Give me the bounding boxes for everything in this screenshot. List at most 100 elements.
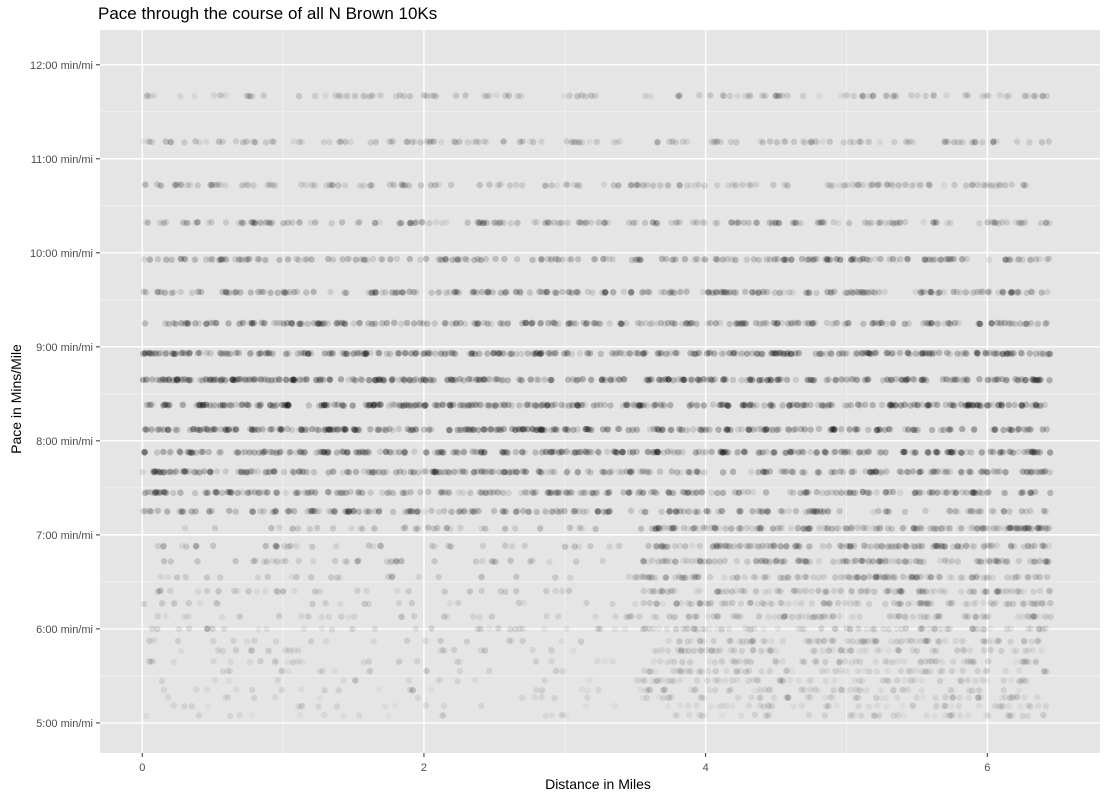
data-point	[519, 637, 526, 645]
data-point	[760, 289, 767, 296]
data-point	[657, 182, 664, 189]
data-point	[207, 319, 214, 326]
data-point	[609, 288, 617, 296]
data-point	[970, 600, 977, 608]
data-point	[901, 613, 909, 620]
data-point	[1005, 256, 1012, 263]
data-point	[600, 255, 607, 263]
data-point	[213, 489, 220, 496]
data-point	[836, 613, 843, 620]
data-point	[755, 613, 763, 620]
data-point	[410, 320, 418, 327]
data-point	[928, 289, 935, 296]
data-point	[958, 449, 965, 456]
data-point	[1013, 588, 1020, 596]
data-point	[456, 289, 463, 296]
data-point	[162, 376, 169, 383]
data-point	[217, 448, 224, 456]
data-point	[318, 625, 326, 632]
data-point	[286, 647, 294, 654]
data-point	[262, 588, 269, 595]
data-point	[216, 256, 223, 263]
data-point	[795, 350, 802, 357]
data-point	[342, 489, 349, 497]
data-point	[828, 289, 835, 296]
data-point	[707, 319, 714, 327]
data-point	[826, 138, 833, 145]
data-point	[632, 256, 640, 263]
data-point	[687, 376, 694, 384]
data-point	[222, 219, 230, 226]
data-point	[733, 139, 740, 146]
data-point	[601, 219, 608, 226]
data-point	[786, 289, 793, 296]
data-point	[865, 448, 873, 455]
data-point	[548, 256, 555, 263]
data-point	[723, 289, 731, 296]
data-point	[442, 256, 449, 264]
data-point	[927, 349, 934, 357]
data-point	[956, 525, 964, 532]
data-point	[752, 574, 760, 581]
data-point	[196, 349, 204, 357]
data-point	[486, 181, 493, 188]
data-point	[398, 219, 405, 227]
data-point	[723, 667, 730, 675]
data-point	[702, 256, 709, 263]
data-point	[613, 448, 620, 456]
data-point	[544, 288, 551, 296]
data-point	[654, 220, 661, 227]
data-point	[784, 613, 792, 620]
data-point	[1003, 600, 1010, 608]
data-point	[855, 289, 862, 297]
data-point	[502, 542, 509, 549]
data-point	[717, 319, 724, 327]
data-point	[313, 449, 320, 456]
data-point	[970, 489, 977, 496]
data-point	[616, 320, 623, 327]
data-point	[821, 256, 829, 263]
data-point	[508, 637, 516, 645]
data-point	[1008, 288, 1015, 296]
data-point	[749, 508, 756, 515]
data-point	[848, 587, 855, 595]
data-point	[1019, 256, 1026, 263]
data-point	[882, 557, 889, 564]
data-point	[904, 468, 911, 475]
data-point	[828, 489, 836, 496]
data-point	[447, 402, 454, 409]
data-point	[749, 637, 757, 644]
data-point	[913, 573, 921, 581]
data-point	[725, 637, 733, 644]
data-point	[784, 92, 791, 99]
data-point	[672, 507, 680, 515]
data-point	[679, 658, 687, 665]
data-point	[427, 92, 435, 100]
data-point	[470, 288, 477, 295]
data-point	[963, 255, 970, 263]
data-point	[237, 289, 244, 296]
data-point	[773, 376, 780, 384]
data-point	[687, 350, 694, 357]
data-point	[474, 468, 481, 475]
data-point	[271, 182, 279, 189]
data-point	[936, 677, 944, 685]
data-point	[393, 255, 401, 263]
data-point	[578, 449, 585, 456]
data-point	[538, 256, 545, 263]
data-point	[1033, 468, 1040, 475]
data-point	[1026, 613, 1033, 620]
data-point	[235, 220, 242, 227]
data-point	[848, 256, 855, 263]
data-point	[157, 573, 165, 580]
data-point	[845, 219, 853, 227]
data-point	[347, 139, 355, 146]
data-point	[824, 256, 831, 263]
data-point	[690, 426, 697, 433]
data-point	[473, 289, 480, 296]
data-point	[870, 181, 877, 188]
data-point	[520, 599, 527, 607]
data-point	[798, 600, 805, 607]
data-point	[757, 425, 765, 433]
data-point	[1016, 525, 1024, 532]
